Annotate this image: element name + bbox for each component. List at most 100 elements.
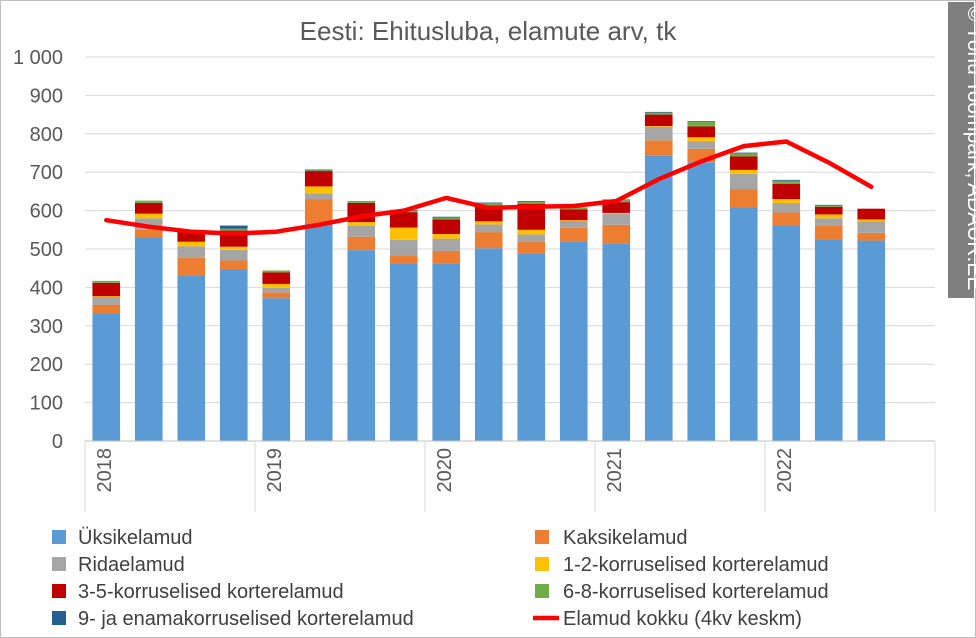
bar-segment: 2019 Q4 – Kaksikelamud: 22 — [389, 255, 418, 264]
x-tick-label: 2018 — [94, 448, 116, 493]
bar-segment: 2022 Q3 – Ridaelamud: 30 — [857, 221, 886, 233]
chart-title: Eesti: Ehitusluba, elamute arv, tk — [300, 16, 678, 46]
legend-swatch — [52, 584, 66, 598]
bar-segment: 2018 Q1 – Kaksikelamud: 23 — [92, 304, 121, 314]
bar-segment: 2020 Q4 – 1-2-korruselised korterelamud:… — [559, 220, 588, 221]
legend-label: 3-5-korruselised korterelamud — [78, 581, 344, 603]
bar-segment: 2020 Q4 – 6-8-korruselised korterelamud:… — [559, 207, 588, 210]
legend-swatch — [535, 584, 549, 598]
bar-segment: 2020 Q4 – 3-5-korruselised korterelamud:… — [559, 209, 588, 221]
y-tick-label: 900 — [30, 85, 63, 107]
bar-segment: 2021 Q3 – Üksikelamud: 726 — [687, 162, 716, 441]
bar-segment: 2019 Q3 – 1-2-korruselised korterelamud:… — [347, 222, 376, 226]
x-tick-label: 2020 — [434, 448, 456, 493]
y-tick-label: 0 — [52, 431, 63, 453]
bar-segment: 2021 Q2 – Üksikelamud: 743 — [644, 155, 673, 442]
bar-segment: 2019 Q4 – 1-2-korruselised korterelamud:… — [389, 227, 418, 240]
bar-segment: 2020 Q2 – 6-8-korruselised korterelamud:… — [474, 203, 503, 206]
bar-segment: 2018 Q4 – Üksikelamud: 448 — [219, 268, 248, 441]
bars: 2018 Q1 – Üksikelamud: 3322018 Q1 – Kaks… — [92, 111, 886, 442]
bar-segment: 2020 Q3 – Ridaelamud: 18 — [517, 234, 546, 242]
y-tick-label: 700 — [30, 162, 63, 184]
bar-segment: 2020 Q1 – 1-2-korruselised korterelamud:… — [432, 234, 461, 239]
bar-segment: 2020 Q3 – 9- ja enamakorruselised korter… — [517, 201, 546, 202]
grid — [85, 56, 935, 442]
bar-segment: 2022 Q3 – Kaksikelamud: 20 — [857, 232, 886, 241]
y-tick-label: 1 000 — [13, 47, 63, 69]
bar-segment: 2022 Q1 – 3-5-korruselised korterelamud:… — [772, 183, 801, 200]
bar-segment: 2021 Q1 – 1-2-korruselised korterelamud:… — [602, 212, 631, 215]
bar-segment: 2020 Q4 – Kaksikelamud: 35 — [559, 227, 588, 242]
bar-segment: 2018 Q2 – Ridaelamud: 30 — [134, 218, 163, 230]
bar-segment: 2019 Q3 – Ridaelamud: 28 — [347, 225, 376, 237]
bar-segment: 2019 Q3 – 6-8-korruselised korterelamud:… — [347, 201, 376, 203]
bar-segment: 2018 Q1 – Ridaelamud: 20 — [92, 297, 121, 305]
bar-segment: 2021 Q4 – Kaksikelamud: 48 — [729, 189, 758, 208]
bar-segment: 2022 Q2 – 3-5-korruselised korterelamud:… — [814, 206, 843, 215]
bar-segment: 2020 Q1 – 6-8-korruselised korterelamud:… — [432, 217, 461, 220]
bar-segment: 2019 Q3 – Kaksikelamud: 35 — [347, 236, 376, 251]
bar-segment: 2020 Q3 – 1-2-korruselised korterelamud:… — [517, 229, 546, 235]
bar-segment: 2018 Q3 – 3-5-korruselised korterelamud:… — [177, 230, 206, 242]
legend-swatch — [52, 611, 66, 625]
bar-segment: 2019 Q1 – 3-5-korruselised korterelamud:… — [262, 272, 291, 284]
bar-segment: 2021 Q4 – 9- ja enamakorruselised korter… — [729, 152, 758, 154]
bar-segment: 2022 Q3 – 1-2-korruselised korterelamud:… — [857, 219, 886, 222]
bar-segment: 2019 Q2 – 3-5-korruselised korterelamud:… — [304, 171, 333, 187]
bar-segment: 2021 Q1 – 3-5-korruselised korterelamud:… — [602, 202, 631, 213]
bar-segment: 2019 Q4 – 3-5-korruselised korterelamud:… — [389, 212, 418, 228]
bar-segment: 2018 Q4 – 9- ja enamakorruselised korter… — [219, 225, 248, 229]
bar-segment: 2021 Q3 – 1-2-korruselised korterelamud:… — [687, 137, 716, 142]
bar-segment: 2021 Q2 – Kaksikelamud: 40 — [644, 140, 673, 156]
legend-label: Elamud kokku (4kv keskm) — [563, 608, 802, 630]
legend-swatch — [535, 557, 549, 571]
x-tick-label: 2019 — [264, 448, 286, 493]
bar-segment: 2022 Q3 – Üksikelamud: 522 — [857, 240, 886, 441]
y-tick-label: 800 — [30, 124, 63, 146]
bar-segment: 2018 Q2 – Kaksikelamud: 20 — [134, 229, 163, 238]
legend-label: Ridaelamud — [78, 554, 185, 576]
bar-segment: 2018 Q1 – 3-5-korruselised korterelamud:… — [92, 282, 121, 297]
bar-segment: 2018 Q4 – Ridaelamud: 28 — [219, 249, 248, 261]
bar-segment: 2020 Q1 – 3-5-korruselised korterelamud:… — [432, 219, 461, 235]
bar-segment: 2019 Q4 – Ridaelamud: 40 — [389, 239, 418, 256]
legend-label: 9- ja enamakorruselised korterelamud — [78, 608, 414, 630]
bar-segment: 2019 Q2 – 9- ja enamakorruselised korter… — [304, 169, 333, 171]
bar-segment: 2018 Q4 – 6-8-korruselised korterelamud:… — [219, 228, 248, 231]
bar-segment: 2018 Q2 – Üksikelamud: 530 — [134, 237, 163, 441]
bar-segment: 2022 Q2 – Kaksikelamud: 35 — [814, 225, 843, 240]
bar-segment: 2022 Q1 – 1-2-korruselised korterelamud:… — [772, 199, 801, 203]
bar-segment: 2018 Q3 – Üksikelamud: 432 — [177, 275, 206, 441]
bar-segment: 2020 Q3 – Üksikelamud: 488 — [517, 253, 546, 441]
y-tick-label: 500 — [30, 239, 63, 261]
legend-label: 1-2-korruselised korterelamud — [563, 554, 829, 576]
bar-segment: 2022 Q1 – Ridaelamud: 25 — [772, 202, 801, 213]
bar-segment: 2021 Q4 – 1-2-korruselised korterelamud:… — [729, 169, 758, 174]
bar-segment: 2021 Q4 – Üksikelamud: 608 — [729, 207, 758, 441]
bar-segment: 2020 Q2 – Ridaelamud: 20 — [474, 224, 503, 233]
bar-segment: 2021 Q2 – Ridaelamud: 35 — [644, 126, 673, 141]
bar-segment: 2020 Q2 – 1-2-korruselised korterelamud:… — [474, 221, 503, 225]
y-tick-label: 400 — [30, 277, 63, 299]
legend-label: Üksikelamud — [78, 527, 192, 549]
legend-label: 6-8-korruselised korterelamud — [563, 581, 829, 603]
bar-segment: 2018 Q3 – Kaksikelamud: 45 — [177, 257, 206, 276]
bar-segment: 2019 Q2 – 6-8-korruselised korterelamud:… — [304, 170, 333, 172]
legend-label: Kaksikelamud — [563, 527, 688, 549]
bar-segment: 2018 Q2 – 1-2-korruselised korterelamud:… — [134, 213, 163, 219]
bar-segment: 2020 Q1 – Üksikelamud: 463 — [432, 263, 461, 441]
bar-segment: 2021 Q4 – Ridaelamud: 40 — [729, 173, 758, 190]
bar-segment: 2020 Q2 – 9- ja enamakorruselised korter… — [474, 202, 503, 204]
bar-segment: 2018 Q1 – 1-2-korruselised korterelamud:… — [92, 296, 121, 297]
bar-segment: 2022 Q2 – Üksikelamud: 525 — [814, 239, 843, 441]
bar-segment: 2020 Q1 – 9- ja enamakorruselised korter… — [432, 216, 461, 218]
bar-segment: 2018 Q4 – 1-2-korruselised korterelamud:… — [219, 246, 248, 250]
bar-segment: 2019 Q1 – 1-2-korruselised korterelamud:… — [262, 283, 291, 288]
bar-segment: 2022 Q3 – 3-5-korruselised korterelamud:… — [857, 208, 886, 220]
bar-segment: 2019 Q2 – 1-2-korruselised korterelamud:… — [304, 186, 333, 194]
bar-segment: 2019 Q1 – Ridaelamud: 12 — [262, 287, 291, 293]
bar-segment: 2020 Q4 – Üksikelamud: 520 — [559, 241, 588, 441]
bar-segment: 2019 Q1 – 6-8-korruselised korterelamud:… — [262, 270, 291, 273]
legend-swatch — [52, 530, 66, 544]
